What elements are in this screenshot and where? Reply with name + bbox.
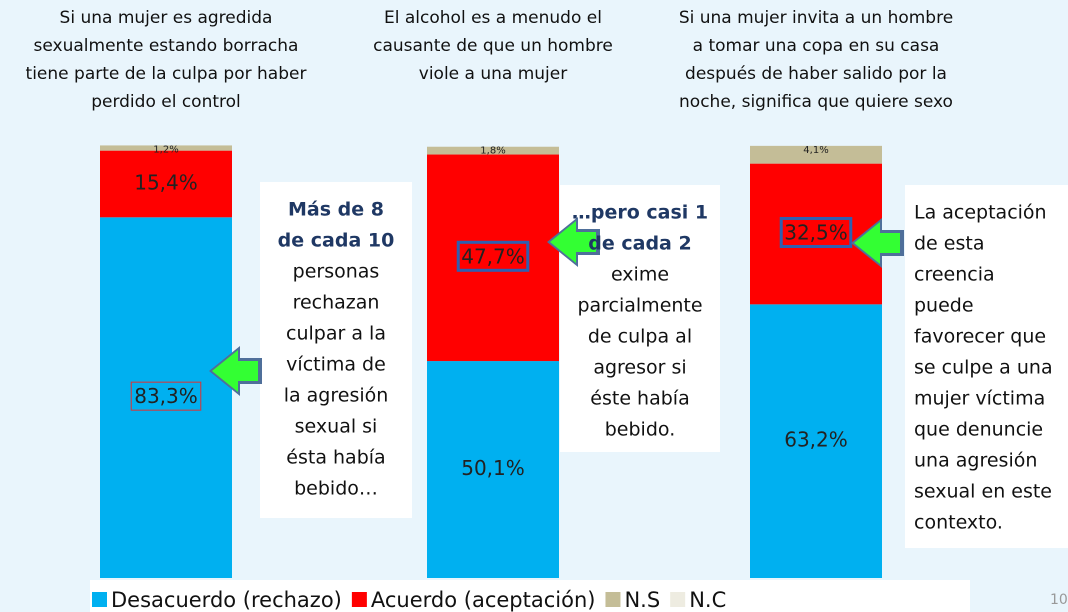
legend-label: N.C: [689, 588, 726, 612]
category-label: causante de que un hombre: [373, 36, 613, 56]
legend-swatch: [670, 592, 686, 607]
bar-segment: [750, 163, 882, 305]
value-label: 1,2%: [153, 144, 178, 155]
annotation-bold: de cada 10: [278, 230, 395, 252]
category-label: a tomar una copa en su casa: [693, 36, 940, 56]
category-label: viole a una mujer: [419, 64, 567, 84]
annotation-text: creencia: [914, 264, 995, 286]
annotation-text: de culpa al: [588, 326, 692, 348]
page-number: 10: [1050, 592, 1068, 608]
annotation-text: favorecer que: [914, 326, 1046, 348]
annotation-text: ésta había: [286, 447, 385, 469]
category-label: El alcohol es a menudo el: [384, 8, 602, 28]
value-label: 63,2%: [784, 428, 848, 452]
annotation-text: bebido…: [294, 478, 378, 500]
label-box: [130, 381, 202, 411]
annotation-text: agresor si: [593, 357, 686, 379]
legend-box: [90, 580, 970, 612]
label-box: [456, 240, 530, 272]
legend-label: Acuerdo (aceptación): [371, 588, 596, 612]
arrows: [209, 217, 904, 396]
annotation-text: personas: [293, 261, 380, 283]
annotation-text: sexual si: [295, 416, 378, 438]
annotation-bold: Más de 8: [288, 199, 384, 221]
annotation-text: contexto.: [914, 512, 1003, 534]
annotation-text: rechazan: [293, 292, 380, 314]
bar-segment: [427, 146, 559, 155]
annotation-box: [260, 182, 412, 518]
arrow: [854, 222, 900, 264]
annotation-text: exime: [611, 264, 669, 286]
value-label: 50,1%: [461, 456, 525, 480]
annotation-text: una agresión: [914, 450, 1037, 472]
bar-segment: [100, 145, 232, 151]
annotation-box: [905, 185, 1068, 548]
value-label: 4,1%: [803, 145, 828, 156]
annotation-text: parcialmente: [577, 295, 702, 317]
bar-segment: [100, 150, 232, 218]
legend-label: N.S: [624, 588, 660, 612]
annotation-box: [560, 185, 720, 452]
bar-segment: [427, 154, 559, 362]
arrow: [550, 221, 596, 263]
value-label: 32,5%: [784, 220, 848, 244]
label-box: [779, 216, 853, 248]
legend-swatch: [92, 592, 107, 607]
value-label: 47,7%: [461, 244, 525, 268]
annotation-text: La aceptación: [914, 202, 1047, 224]
value-label: 15,4%: [134, 170, 198, 194]
category-label: Si una mujer invita a un hombre: [679, 8, 953, 28]
annotation-text: éste había: [590, 388, 689, 410]
value-label: 1,8%: [480, 146, 505, 157]
category-label: tiene parte de la culpa por haber: [26, 64, 307, 84]
annotation-bold: …pero casi 1: [572, 202, 708, 224]
annotation-bold: de cada 2: [588, 233, 691, 255]
annotation-text: de esta: [914, 233, 984, 255]
arrow: [212, 350, 258, 392]
annotation-text: que denuncie: [914, 419, 1043, 441]
annotation-text: se culpe a una: [914, 357, 1053, 379]
annotation-text: sexual en este: [914, 481, 1052, 503]
category-label: sexualmente estando borracha: [34, 36, 299, 56]
category-label: después de haber salido por la: [685, 64, 947, 84]
annotation-text: la agresión: [284, 385, 389, 407]
bar-segment: [100, 217, 232, 578]
annotation-text: bebido.: [605, 419, 675, 441]
category-label: Si una mujer es agredida: [60, 8, 273, 28]
annotation-text: puede: [914, 295, 974, 317]
category-label: noche, significa que quiere sexo: [679, 92, 953, 112]
category-label: perdido el control: [91, 92, 241, 112]
value-label: 83,3%: [134, 384, 198, 408]
legend-swatch: [351, 592, 367, 607]
legend-swatch: [605, 592, 621, 607]
annotation-text: mujer víctima: [914, 388, 1045, 410]
annotation-text: víctima de: [286, 354, 386, 376]
bar-segment: [427, 361, 559, 578]
legend-label: Desacuerdo (rechazo): [111, 588, 342, 612]
annotation-text: culpar a la: [286, 323, 386, 345]
bar-segment: [750, 304, 882, 578]
bar-segment: [750, 145, 882, 164]
